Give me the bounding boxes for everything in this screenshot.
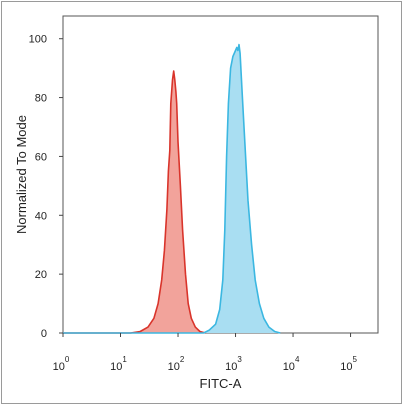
x-axis-title: FITC-A bbox=[200, 376, 242, 391]
plot-border bbox=[62, 15, 379, 334]
series-1-line bbox=[63, 43, 281, 334]
x-axis: 100 101 102 103 104 105 bbox=[53, 333, 357, 373]
x-tick-label-3: 103 bbox=[225, 355, 242, 373]
series-1-area bbox=[63, 44, 281, 333]
y-tick-label-40: 40 bbox=[35, 210, 47, 222]
y-tick-label-100: 100 bbox=[29, 34, 47, 46]
x-tick-label-2: 102 bbox=[168, 355, 185, 373]
plot-area bbox=[62, 15, 379, 334]
x-tick-label-0: 100 bbox=[53, 355, 70, 373]
y-axis-title: Normalized To Mode bbox=[14, 115, 29, 234]
x-tick-label-1: 101 bbox=[110, 355, 127, 373]
x-tick-label-4: 104 bbox=[283, 355, 300, 373]
y-tick-label-60: 60 bbox=[35, 151, 47, 163]
y-axis: 0 20 40 60 80 100 bbox=[29, 34, 63, 340]
series-0-line bbox=[63, 70, 206, 334]
series-0-area bbox=[63, 71, 206, 333]
y-tick-label-20: 20 bbox=[35, 269, 47, 281]
y-tick-label-80: 80 bbox=[35, 93, 47, 105]
y-tick-label-0: 0 bbox=[41, 328, 47, 340]
x-tick-label-5: 105 bbox=[340, 355, 357, 373]
